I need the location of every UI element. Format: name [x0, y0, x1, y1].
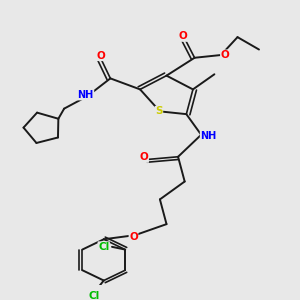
- Text: S: S: [155, 106, 163, 116]
- Text: NH: NH: [77, 90, 94, 100]
- Text: Cl: Cl: [88, 291, 100, 300]
- Text: O: O: [220, 50, 229, 60]
- Text: O: O: [178, 31, 188, 41]
- Text: O: O: [129, 232, 138, 242]
- Text: O: O: [96, 51, 105, 61]
- Text: Cl: Cl: [98, 242, 110, 252]
- Text: NH: NH: [200, 131, 217, 141]
- Text: O: O: [140, 152, 148, 162]
